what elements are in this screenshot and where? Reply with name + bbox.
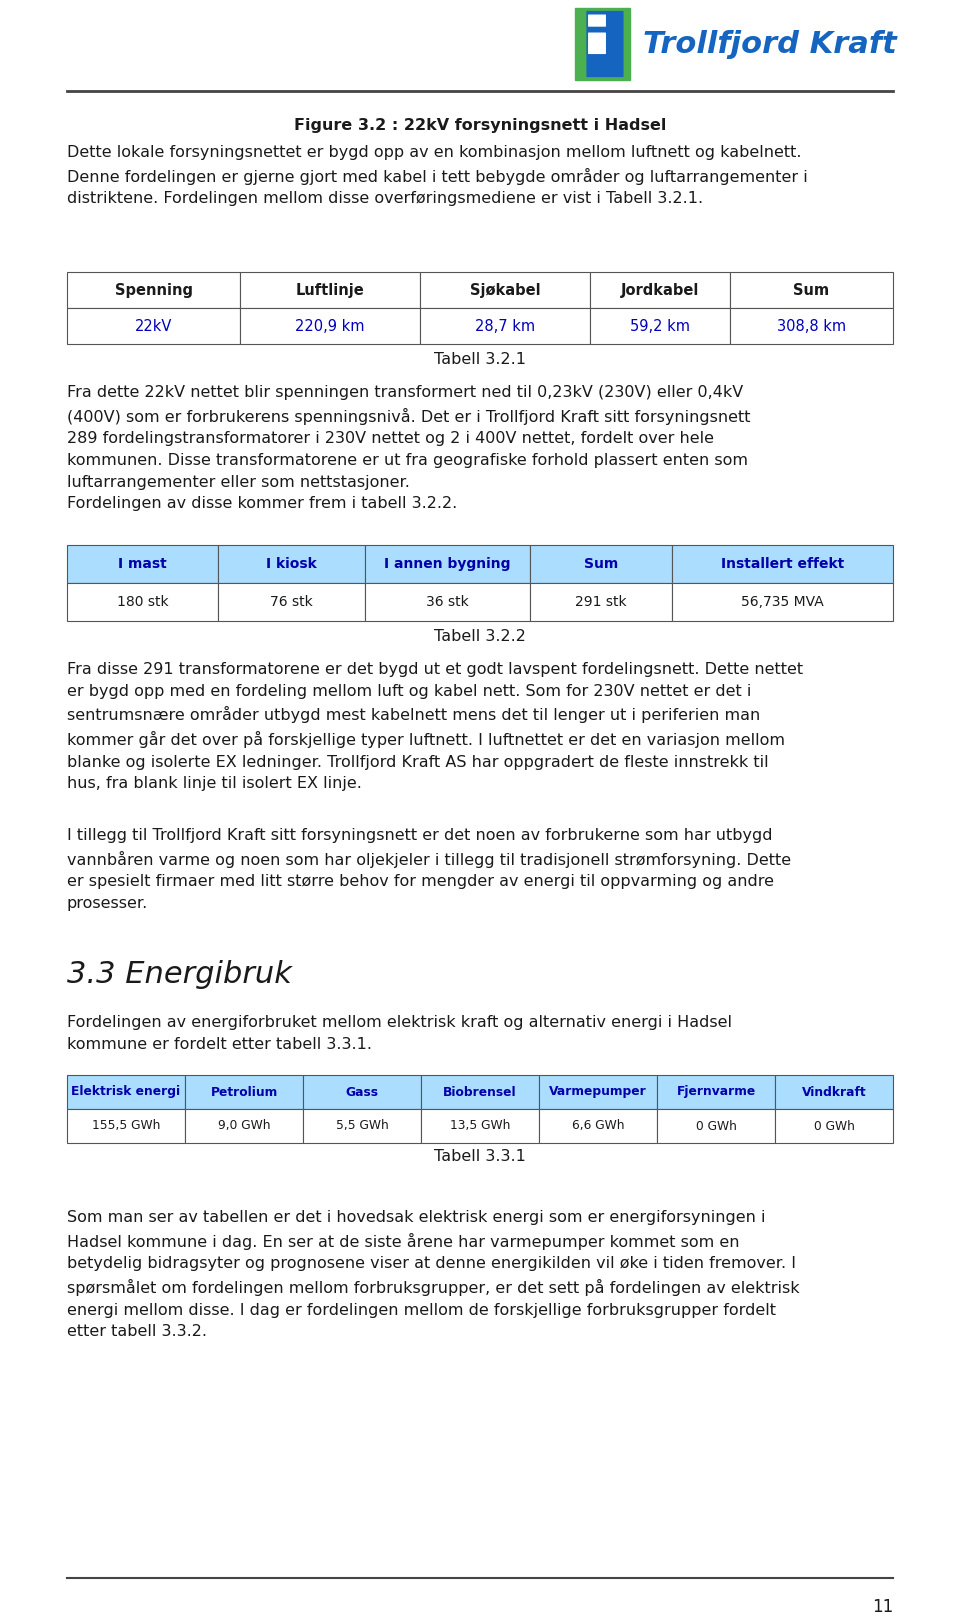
Text: Trollfjord Kraft: Trollfjord Kraft [643, 29, 897, 58]
Bar [672, 545, 893, 582]
Bar [67, 582, 218, 621]
Bar [539, 1108, 657, 1142]
Bar [657, 1074, 775, 1108]
Bar [657, 1108, 775, 1142]
Text: Figure 3.2 : 22kV forsyningsnett i Hadsel: Figure 3.2 : 22kV forsyningsnett i Hadse… [294, 118, 666, 133]
Bar [775, 1108, 893, 1142]
Text: 5,5 GWh: 5,5 GWh [336, 1120, 389, 1133]
Text: 28,7 km: 28,7 km [475, 319, 535, 333]
Text: Tabell 3.2.1: Tabell 3.2.1 [434, 353, 526, 367]
Text: Vindkraft: Vindkraft [802, 1086, 866, 1099]
Text: Spenning: Spenning [114, 283, 193, 298]
Text: Fordelingen av energiforbruket mellom elektrisk kraft og alternativ energi i Had: Fordelingen av energiforbruket mellom el… [67, 1014, 732, 1052]
Text: Installert effekt: Installert effekt [721, 557, 844, 571]
Bar [590, 272, 730, 307]
Bar [303, 1074, 421, 1108]
Text: Tabell 3.3.1: Tabell 3.3.1 [434, 1149, 526, 1163]
Text: 22kV: 22kV [134, 319, 172, 333]
Text: Tabell 3.2.2: Tabell 3.2.2 [434, 629, 526, 644]
Text: 0 GWh: 0 GWh [696, 1120, 736, 1133]
Bar [575, 8, 630, 79]
Text: 180 stk: 180 stk [117, 595, 168, 608]
Bar [365, 545, 530, 582]
Text: Petrolium: Petrolium [210, 1086, 277, 1099]
Text: 11: 11 [872, 1599, 893, 1616]
Bar [67, 545, 218, 582]
Bar [67, 1074, 185, 1108]
Text: Sum: Sum [584, 557, 618, 571]
Bar [67, 307, 240, 345]
Text: I tillegg til Trollfjord Kraft sitt forsyningsnett er det noen av forbrukerne so: I tillegg til Trollfjord Kraft sitt fors… [67, 828, 791, 911]
Text: Jordkabel: Jordkabel [621, 283, 699, 298]
Bar [775, 1074, 893, 1108]
Text: 155,5 GWh: 155,5 GWh [92, 1120, 160, 1133]
Text: Luftlinje: Luftlinje [296, 283, 365, 298]
Text: I mast: I mast [118, 557, 167, 571]
Bar [730, 272, 893, 307]
Bar [218, 582, 365, 621]
Bar [303, 1108, 421, 1142]
Bar [67, 272, 240, 307]
Text: Dette lokale forsyningsnettet er bygd opp av en kombinasjon mellom luftnett og k: Dette lokale forsyningsnettet er bygd op… [67, 146, 807, 207]
Text: Varmepumper: Varmepumper [549, 1086, 647, 1099]
Text: 3.3 Energibruk: 3.3 Energibruk [67, 959, 292, 989]
Text: 308,8 km: 308,8 km [777, 319, 846, 333]
Bar [240, 307, 420, 345]
Text: 56,735 MVA: 56,735 MVA [741, 595, 824, 608]
Bar [421, 1074, 539, 1108]
Text: 6,6 GWh: 6,6 GWh [572, 1120, 624, 1133]
Text: 291 stk: 291 stk [575, 595, 627, 608]
Text: I annen bygning: I annen bygning [384, 557, 511, 571]
Bar [185, 1074, 303, 1108]
Bar [218, 545, 365, 582]
Bar [420, 272, 590, 307]
Text: Sjøkabel: Sjøkabel [469, 283, 540, 298]
Text: Sum: Sum [793, 283, 829, 298]
Text: 220,9 km: 220,9 km [296, 319, 365, 333]
Bar [672, 582, 893, 621]
Text: Gass: Gass [346, 1086, 378, 1099]
Text: 76 stk: 76 stk [270, 595, 313, 608]
Text: Fjernvarme: Fjernvarme [677, 1086, 756, 1099]
FancyBboxPatch shape [588, 34, 605, 53]
Bar [590, 307, 730, 345]
Text: I kiosk: I kiosk [266, 557, 317, 571]
Bar [530, 545, 672, 582]
Text: 0 GWh: 0 GWh [813, 1120, 854, 1133]
Bar [67, 1108, 185, 1142]
Bar [421, 1108, 539, 1142]
Bar [730, 307, 893, 345]
Bar [539, 1074, 657, 1108]
Text: Som man ser av tabellen er det i hovedsak elektrisk energi som er energiforsynin: Som man ser av tabellen er det i hovedsa… [67, 1210, 800, 1340]
Bar [530, 582, 672, 621]
Text: 9,0 GWh: 9,0 GWh [218, 1120, 271, 1133]
Text: 13,5 GWh: 13,5 GWh [450, 1120, 510, 1133]
Bar [185, 1108, 303, 1142]
Text: Fra disse 291 transformatorene er det bygd ut et godt lavspent fordelingsnett. D: Fra disse 291 transformatorene er det by… [67, 662, 804, 791]
Text: 59,2 km: 59,2 km [630, 319, 690, 333]
Bar [240, 272, 420, 307]
FancyBboxPatch shape [588, 15, 605, 26]
Bar [420, 307, 590, 345]
FancyBboxPatch shape [588, 11, 623, 76]
Text: Elektrisk energi: Elektrisk energi [71, 1086, 180, 1099]
Bar [365, 582, 530, 621]
Text: Biobrensel: Biobrensel [444, 1086, 516, 1099]
Text: 36 stk: 36 stk [426, 595, 468, 608]
Text: Fra dette 22kV nettet blir spenningen transformert ned til 0,23kV (230V) eller 0: Fra dette 22kV nettet blir spenningen tr… [67, 385, 751, 511]
